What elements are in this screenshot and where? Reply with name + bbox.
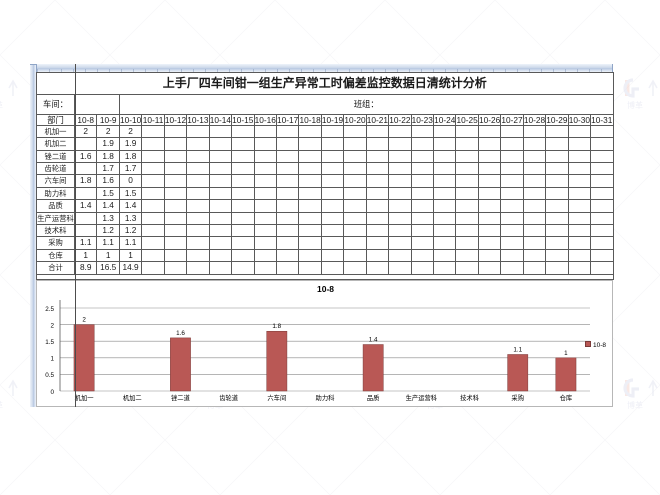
svg-text:生产运营科: 生产运营科 [406,393,438,402]
svg-text:锉二道: 锉二道 [171,393,191,402]
svg-text:1: 1 [564,350,568,357]
svg-text:品质: 品质 [367,393,380,402]
svg-text:1.1: 1.1 [513,346,522,353]
svg-text:0.5: 0.5 [45,372,54,379]
svg-text:采购: 采购 [511,393,524,402]
svg-text:2: 2 [50,322,54,329]
svg-text:1: 1 [50,356,54,363]
svg-text:1.5: 1.5 [45,339,54,346]
svg-text:1.6: 1.6 [176,330,185,337]
svg-text:1.8: 1.8 [272,323,281,330]
svg-text:技术科: 技术科 [460,393,480,402]
svg-text:2.5: 2.5 [45,306,54,313]
svg-text:助力科: 助力科 [316,393,336,402]
svg-text:1.4: 1.4 [369,337,378,344]
svg-text:仓库: 仓库 [560,393,573,402]
svg-text:机加一: 机加一 [75,393,95,402]
svg-text:机加二: 机加二 [123,393,142,402]
svg-text:0: 0 [50,389,54,396]
svg-text:2: 2 [82,317,86,324]
svg-text:六车间: 六车间 [267,393,286,402]
svg-text:齿轮道: 齿轮道 [219,393,239,402]
